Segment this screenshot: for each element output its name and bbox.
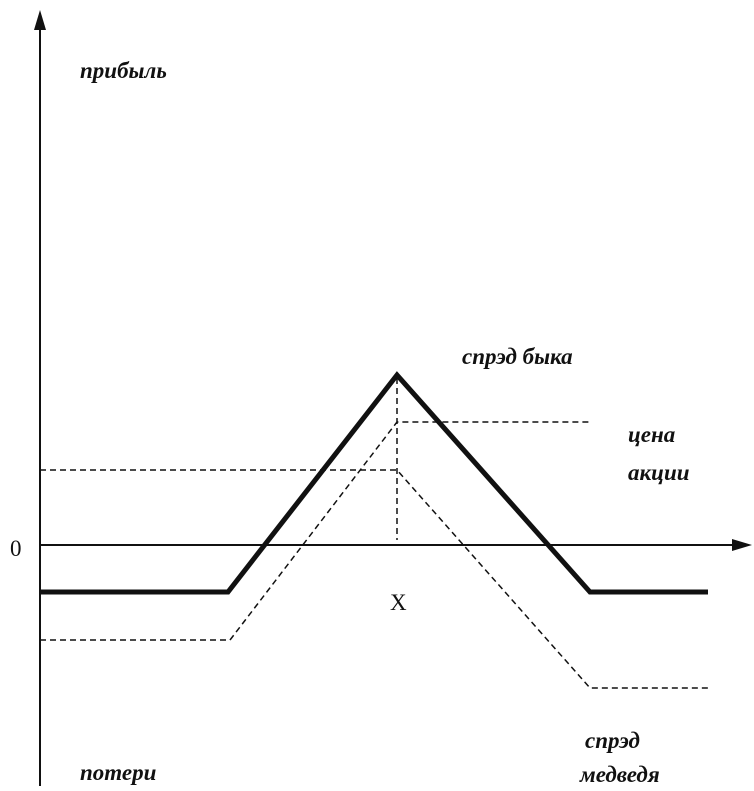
bull-spread-label: спрэд быка: [462, 344, 573, 369]
strike-label: X: [390, 590, 407, 615]
bear-spread-label: медведя: [579, 762, 660, 787]
bull-spread-line: [40, 371, 708, 595]
y-axis-arrow: [34, 10, 46, 30]
zero-label: 0: [10, 536, 22, 561]
stock-price-label: цена: [628, 422, 675, 447]
stock-price-label: акции: [628, 460, 690, 485]
bear-spread-line: [40, 469, 710, 689]
stock-price-line: [40, 421, 590, 641]
bear-spread-label: спрэд: [585, 728, 640, 753]
profit-label: прибыль: [80, 58, 167, 83]
loss-label: потери: [80, 760, 157, 785]
x-axis-arrow: [732, 539, 752, 551]
